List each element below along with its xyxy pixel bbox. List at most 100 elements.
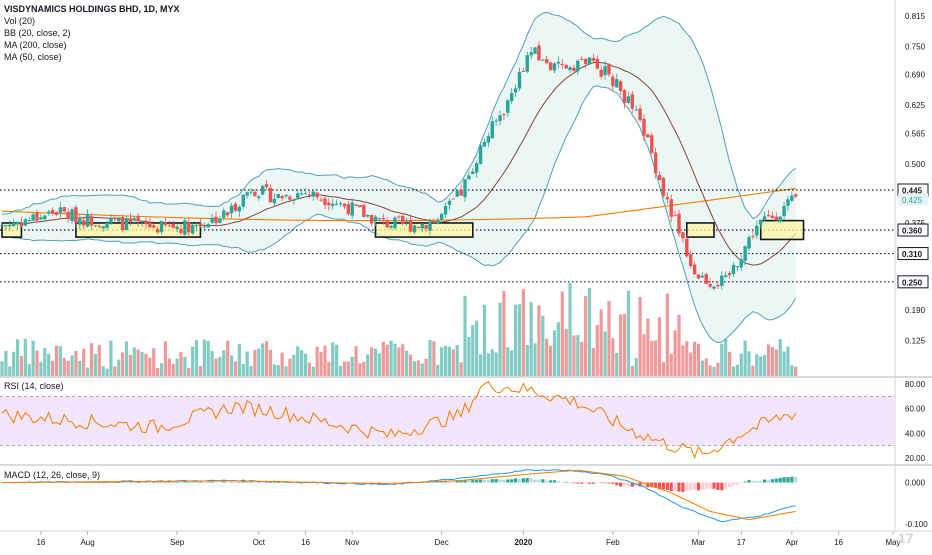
macd-histogram-bar <box>268 482 273 484</box>
indicator-label-bb[interactable]: BB (20, close, 2) <box>4 28 71 38</box>
candle-body <box>155 229 160 233</box>
macd-histogram-bar <box>502 479 506 483</box>
volume-bar <box>74 350 78 376</box>
volume-bar <box>529 302 533 376</box>
volume-bar <box>408 354 413 376</box>
candle-body <box>420 223 424 229</box>
volume-bar <box>657 317 662 376</box>
candle-body <box>369 214 374 224</box>
volume-bar <box>89 343 94 376</box>
macd-histogram-bar <box>148 482 152 483</box>
macd-histogram-bar <box>619 482 623 487</box>
candle-body <box>743 246 747 261</box>
macd-histogram-bar <box>385 482 389 484</box>
level-label-box <box>897 223 929 237</box>
bollinger-lower-line <box>1 85 797 344</box>
candle-body <box>459 189 463 196</box>
macd-histogram-bar <box>778 477 782 483</box>
candle-body <box>677 213 681 234</box>
volume-bar <box>467 336 471 376</box>
macd-legend[interactable]: MACD (12, 26, close, 9) <box>4 470 101 480</box>
macd-histogram-bar <box>264 482 269 483</box>
macd-histogram-bar <box>770 479 774 483</box>
level-label-box <box>897 275 929 289</box>
volume-bar <box>766 344 771 376</box>
volume-bar <box>572 335 576 376</box>
candle-body <box>101 226 105 229</box>
volume-bar <box>206 340 210 376</box>
volume-bar <box>405 350 409 376</box>
candle-body <box>31 214 35 221</box>
volume-bar <box>284 366 288 376</box>
candle-body <box>389 225 393 228</box>
candle-body <box>525 55 529 72</box>
macd-histogram-bar <box>74 482 78 483</box>
candle-body <box>327 202 331 206</box>
volume-bar <box>202 339 206 376</box>
macd-histogram-bar <box>747 480 751 483</box>
macd-histogram-bar <box>673 482 677 492</box>
macd-histogram-bar <box>194 481 199 483</box>
macd-histogram-bar <box>490 479 494 483</box>
volume-bar <box>97 344 101 376</box>
candle-body <box>105 222 109 229</box>
macd-histogram-bar <box>759 480 763 483</box>
time-tick-label: Aug <box>80 538 94 547</box>
volume-bar <box>23 338 27 376</box>
volume-bar <box>70 355 74 376</box>
last-price-label: 0.425 <box>902 196 923 205</box>
macd-histogram-bar <box>564 481 568 483</box>
volume-bar <box>790 365 794 376</box>
volume-bar <box>335 344 339 376</box>
volume-bar <box>222 350 226 376</box>
volume-bar <box>210 351 214 376</box>
candle-body <box>97 225 101 227</box>
indicator-label-ma50[interactable]: MA (50, close) <box>4 52 62 62</box>
candle-body <box>23 219 28 226</box>
volume-bar <box>650 340 654 376</box>
candle-body <box>4 225 8 227</box>
macd-histogram-bar <box>692 482 697 490</box>
volume-bar <box>646 318 650 376</box>
rsi-legend[interactable]: RSI (14, close) <box>4 381 64 391</box>
macd-histogram-bar <box>66 482 70 484</box>
candle-body <box>517 71 522 89</box>
candle-body <box>148 222 152 228</box>
candle-body <box>712 286 716 289</box>
macd-histogram-bar <box>109 482 113 484</box>
volume-bar <box>124 341 129 376</box>
volume-bar <box>665 293 669 376</box>
volume-bar <box>447 346 452 376</box>
volume-bar <box>591 348 596 376</box>
volume-bar <box>311 366 315 376</box>
volume-bar <box>654 340 658 376</box>
macd-histogram-bar <box>595 482 599 484</box>
candle-body <box>253 191 257 197</box>
candle-body <box>183 220 187 235</box>
candle-body <box>187 222 191 233</box>
candle-body <box>70 209 74 222</box>
candle-body <box>354 204 358 206</box>
candle-body <box>117 217 121 222</box>
volume-bar <box>315 346 319 376</box>
volume-bar <box>661 362 666 376</box>
symbol-title[interactable]: VISDYNAMICS HOLDINGS BHD, 1D, MYX <box>4 4 180 14</box>
candle-body <box>46 211 51 214</box>
candle-body <box>432 221 436 223</box>
macd-histogram-bar <box>486 479 490 483</box>
candle-body <box>615 79 619 88</box>
volume-bar <box>463 295 467 376</box>
indicator-label-ma200[interactable]: MA (200, close) <box>4 40 67 50</box>
volume-bar <box>319 352 323 376</box>
candle-body <box>268 187 273 203</box>
candle-body <box>85 213 90 227</box>
volume-bar <box>502 290 506 376</box>
indicator-label-vol[interactable]: Vol (20) <box>4 16 36 26</box>
volume-bar <box>366 354 370 376</box>
volume-bar <box>490 349 494 376</box>
volume-bar <box>716 362 720 376</box>
macd-histogram-bar <box>766 480 771 483</box>
macd-histogram-bar <box>78 482 82 483</box>
candle-body <box>471 171 475 175</box>
volume-bar <box>416 360 420 376</box>
